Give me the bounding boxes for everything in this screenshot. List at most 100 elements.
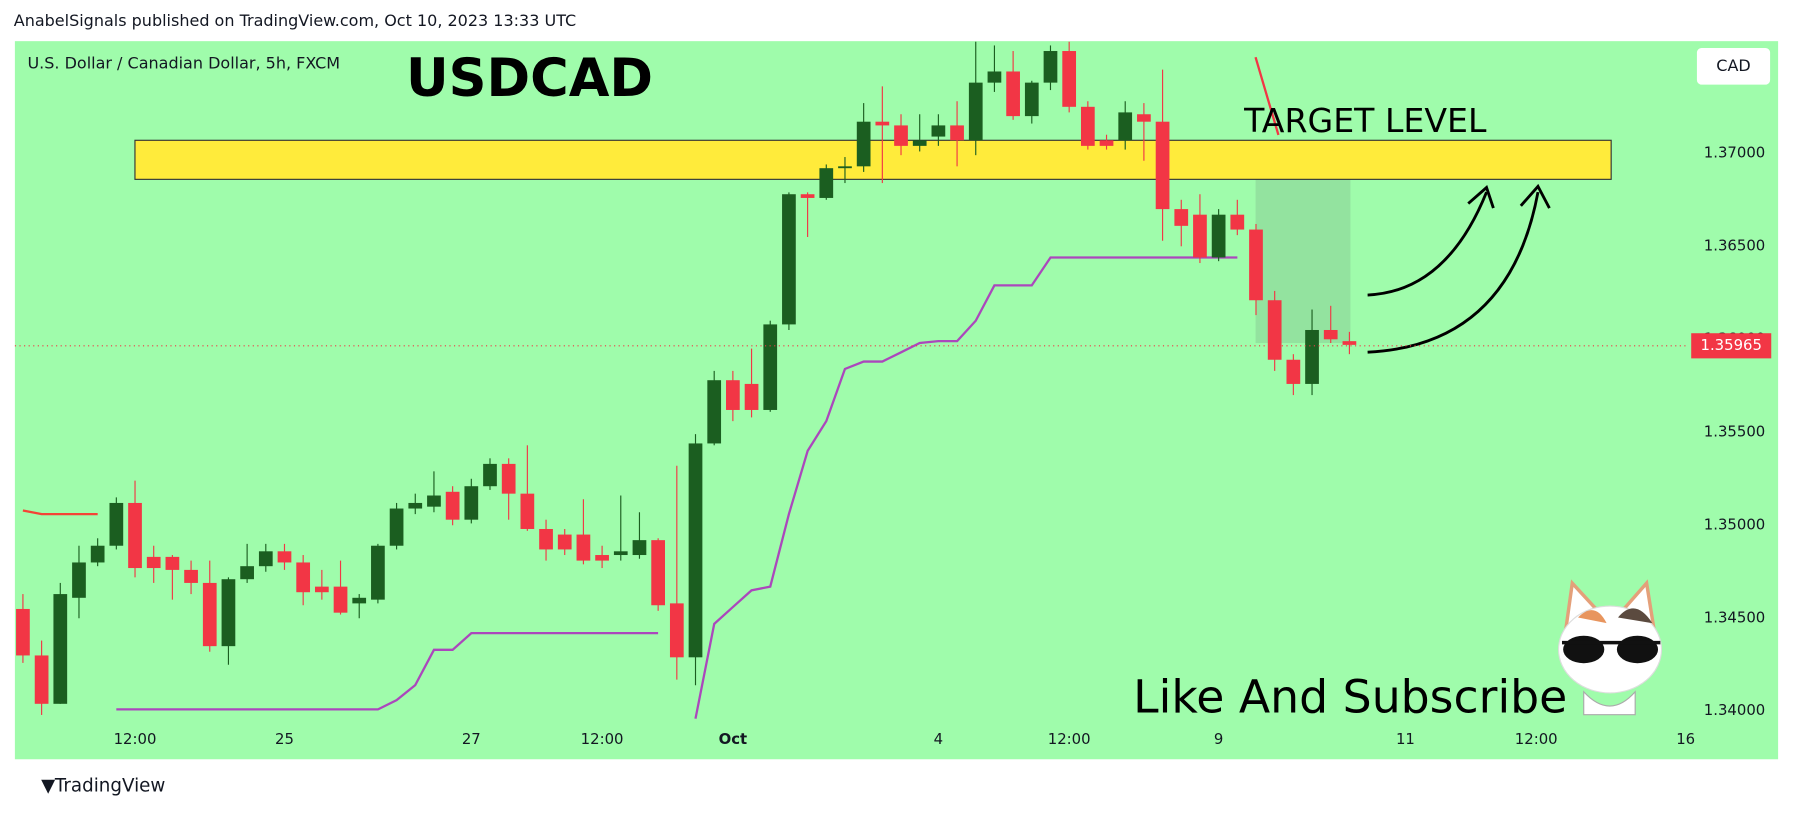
x-tick-label: 12:00 (1048, 730, 1091, 748)
y-tick-label: 1.35000 (1704, 515, 1765, 533)
candle-body (1099, 140, 1114, 146)
candle-body (912, 140, 927, 146)
arrow-head (1519, 183, 1551, 209)
y-tick-label: 1.34000 (1704, 701, 1765, 719)
candle-body (520, 493, 535, 529)
x-tick-label: 12:00 (581, 730, 624, 748)
x-tick-label: 25 (275, 730, 294, 748)
annotation: TARGET LEVEL (1243, 101, 1487, 140)
candle-body (1249, 229, 1263, 301)
arrow-head (1467, 185, 1495, 209)
candle-body (296, 562, 311, 593)
indicator-line (116, 256, 1238, 719)
indicator-line (22, 509, 98, 516)
x-tick-label: 4 (934, 730, 943, 748)
candle-body (800, 194, 815, 198)
x-tick-label: Oct (719, 730, 748, 748)
candle-body (1230, 214, 1245, 230)
y-tick-label: 1.36500 (1704, 236, 1765, 254)
candle-body (838, 166, 852, 169)
cat-sticker (1557, 579, 1663, 716)
candle-body (632, 540, 647, 556)
y-tick-label: 1.34500 (1704, 608, 1765, 626)
chart-title: USDCAD (406, 48, 653, 109)
candle-body (128, 502, 142, 569)
candle-body (16, 608, 30, 656)
candle-body (613, 551, 628, 556)
arrow (1367, 191, 1540, 354)
symbol-label: U.S. Dollar / Canadian Dollar, 5h, FXCM (27, 54, 340, 73)
currency-label[interactable]: CAD (1716, 56, 1750, 75)
candle-body (763, 324, 778, 410)
candle-body (333, 586, 348, 613)
x-tick-label: 11 (1396, 730, 1415, 748)
last-price-badge (1691, 333, 1772, 359)
candle-body (576, 534, 591, 561)
candle-body (856, 121, 871, 167)
x-tick-label: 9 (1214, 730, 1223, 748)
candle-body (53, 594, 68, 704)
arrow (1367, 191, 1488, 297)
candle-body (72, 562, 86, 598)
candle-body (314, 586, 329, 593)
candle-body (1155, 121, 1170, 210)
candle-body (1211, 214, 1226, 258)
candle-body (1342, 341, 1357, 345)
candle-body (221, 579, 236, 647)
candle-body (202, 582, 217, 647)
candle-body (109, 502, 124, 546)
candle-body (1193, 214, 1207, 258)
candle-body (1267, 300, 1282, 360)
candle-body (352, 597, 367, 604)
candle-body (688, 443, 703, 658)
candle-body (894, 125, 908, 146)
x-tick-label: 12:00 (1515, 730, 1558, 748)
candle-body (427, 495, 441, 507)
candle-body (931, 125, 946, 137)
candle-body (258, 551, 273, 567)
candle-body (875, 121, 890, 126)
x-tick-label: 27 (462, 730, 481, 748)
candle-body (165, 556, 180, 570)
candle-body (651, 540, 666, 606)
candle-body (389, 508, 404, 546)
candle-body (726, 380, 740, 410)
candle-body (1006, 71, 1020, 117)
candle-body (277, 551, 292, 563)
trend-line (1254, 56, 1280, 136)
candle-body (968, 82, 983, 141)
candle-body (408, 502, 423, 509)
candle-body (744, 383, 759, 410)
candle-body (371, 545, 385, 600)
candle-body (146, 556, 161, 569)
candle-body (539, 528, 553, 550)
candle-body (445, 491, 460, 520)
candle-body (90, 545, 105, 563)
publisher-line: AnabelSignals published on TradingView.c… (14, 11, 576, 30)
candle-body (1305, 329, 1319, 384)
candle-body (669, 603, 684, 658)
candle-body (1286, 359, 1301, 384)
y-tick-label: 1.37000 (1704, 143, 1765, 161)
candle-body (950, 125, 964, 141)
y-tick-label: 1.35500 (1704, 422, 1765, 440)
candle-body (1080, 106, 1095, 146)
candle-body (1137, 114, 1151, 122)
candle-body (240, 566, 254, 580)
candle-body (595, 555, 609, 561)
candle-body (1174, 209, 1189, 226)
candle-body (557, 534, 572, 550)
candle-body (1062, 51, 1077, 107)
last-price-label: 1.35965 (1700, 336, 1761, 354)
currency-badge[interactable] (1696, 48, 1771, 85)
candle-body (34, 655, 49, 704)
brand-logo: ▼ (41, 776, 55, 797)
brand-label: TradingView (54, 776, 166, 797)
candle-body (987, 71, 1002, 83)
x-tick-label: 12:00 (114, 730, 157, 748)
candle-body (1024, 82, 1039, 117)
candle-body (483, 463, 497, 487)
target-zone (134, 139, 1612, 180)
candle-body (1043, 51, 1058, 83)
